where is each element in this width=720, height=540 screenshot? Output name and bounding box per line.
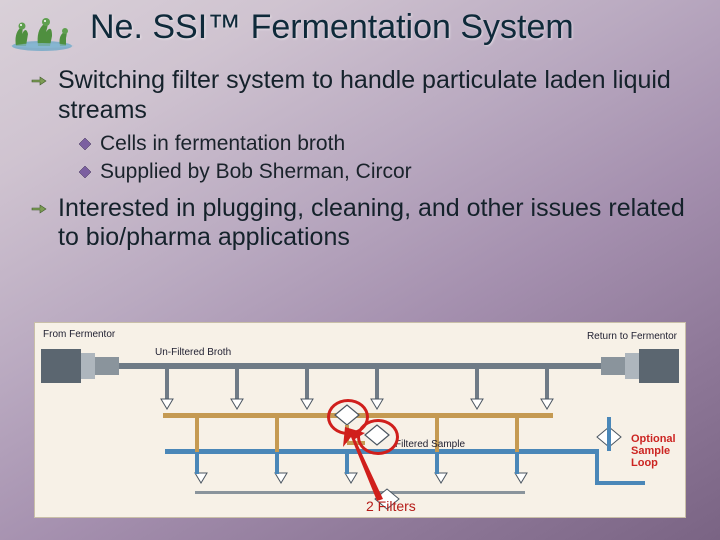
bullet-arrow-icon — [30, 200, 48, 218]
highlight-circle — [357, 419, 399, 455]
bullet-diamond-icon — [78, 137, 92, 151]
bullet-arrow-icon — [30, 72, 48, 90]
slide-title: Ne. SSI™ Fermentation System — [90, 8, 574, 47]
diagram-label-unfiltered: Un-Filtered Broth — [155, 347, 231, 358]
bullet-level1: Switching filter system to handle partic… — [30, 66, 702, 125]
bullet-level2: Cells in fermentation broth — [30, 131, 702, 157]
slide-body: Switching filter system to handle partic… — [30, 64, 702, 259]
bullet-level2: Supplied by Bob Sherman, Circor — [30, 159, 702, 185]
diagram-label-filtered: Filtered Sample — [395, 439, 465, 450]
bullet-level1: Interested in plugging, cleaning, and ot… — [30, 194, 702, 253]
bullet-text: Supplied by Bob Sherman, Circor — [100, 160, 412, 183]
diagram-label-optional: Optional Sample Loop — [631, 433, 683, 469]
bullet-text: Cells in fermentation broth — [100, 132, 345, 155]
logo-monster-icon — [6, 4, 78, 52]
bullet-diamond-icon — [78, 165, 92, 179]
diagram-container: From Fermentor Un-Filtered Broth Return … — [34, 322, 686, 518]
bullet-text: Switching filter system to handle partic… — [58, 66, 671, 124]
diagram-label-return: Return to Fermentor — [581, 331, 677, 342]
process-diagram: From Fermentor Un-Filtered Broth Return … — [34, 322, 686, 518]
bullet-text: Interested in plugging, cleaning, and ot… — [58, 194, 685, 252]
diagram-label-from: From Fermentor — [43, 329, 115, 340]
slide: Ne. SSI™ Fermentation System Switching f… — [0, 0, 720, 540]
diagram-callout: 2 Filters — [366, 498, 416, 514]
